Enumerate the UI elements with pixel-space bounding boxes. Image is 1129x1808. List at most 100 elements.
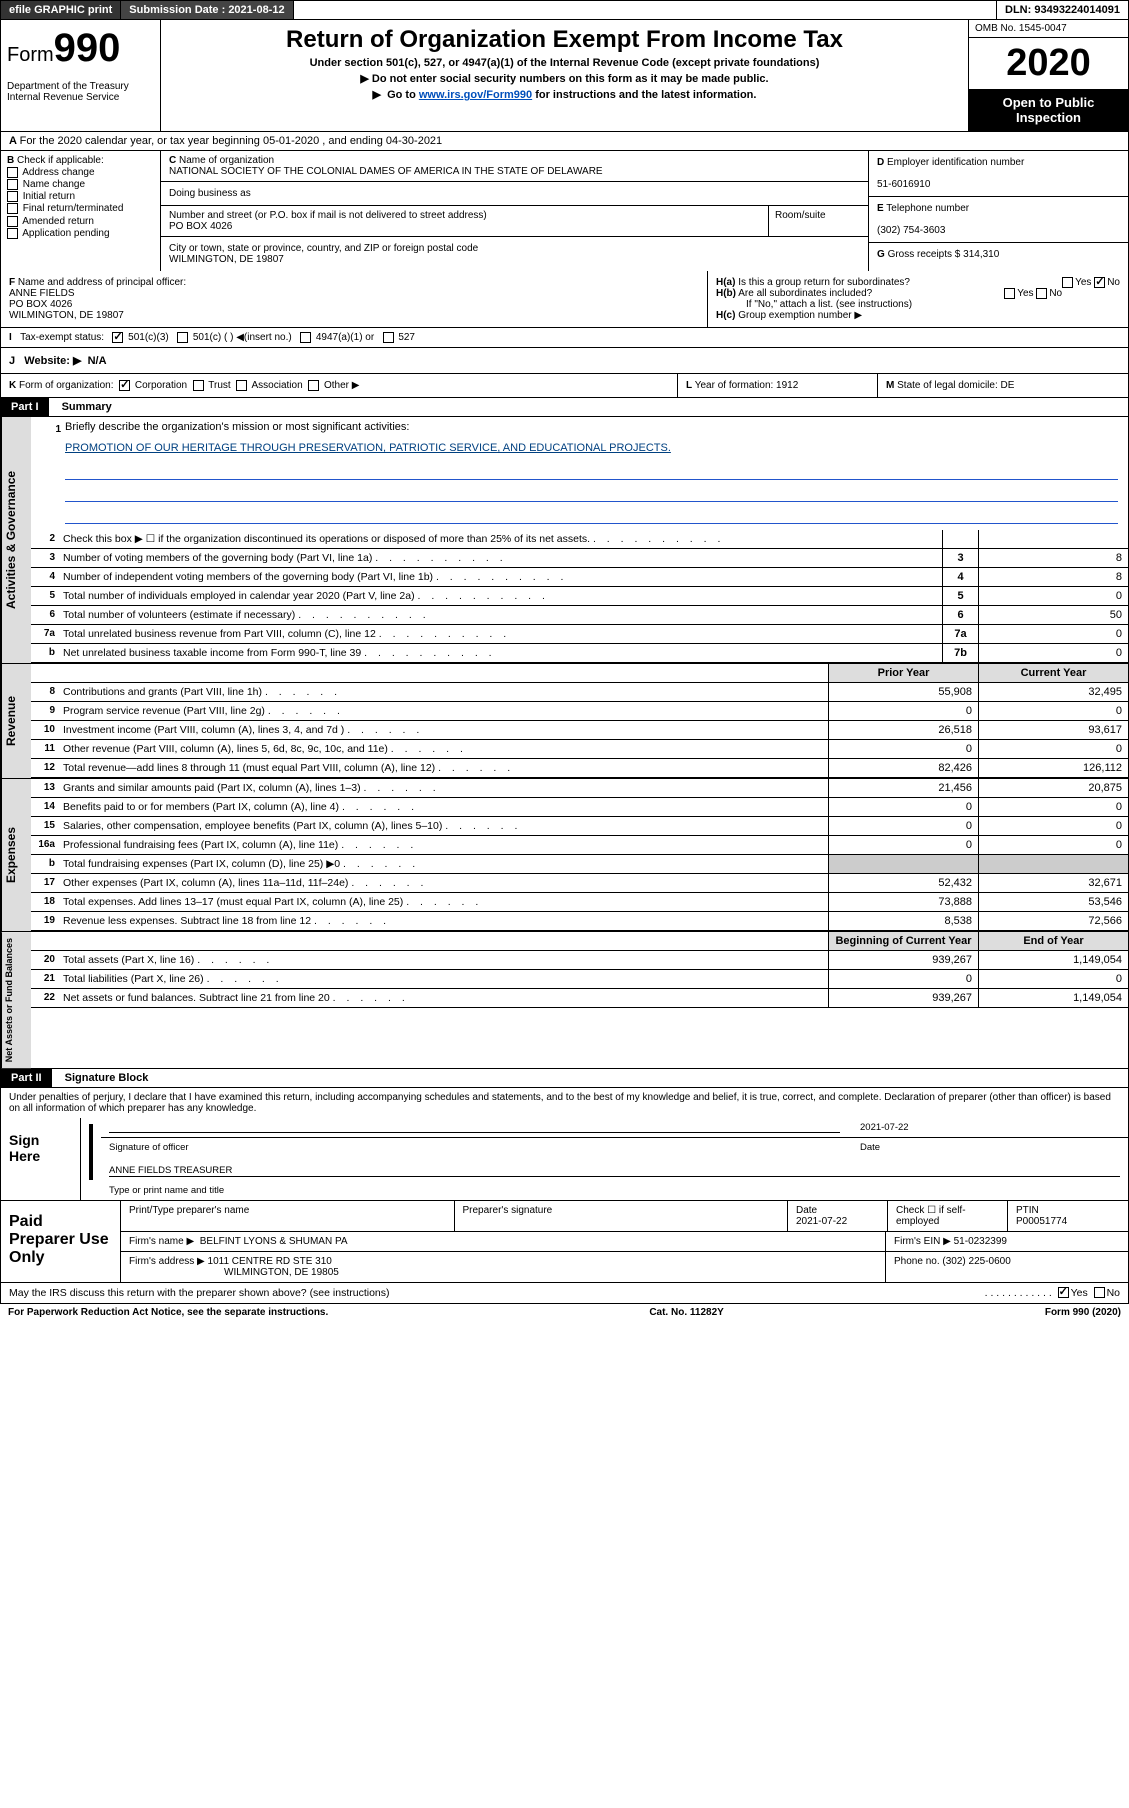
prior-value: 73,888 bbox=[828, 893, 978, 911]
col-begin-year: Beginning of Current Year bbox=[828, 932, 978, 950]
cb-4947[interactable] bbox=[300, 332, 311, 343]
sig-name: ANNE FIELDS TREASURER bbox=[109, 1165, 1120, 1177]
paid-preparer-label: Paid Preparer Use Only bbox=[1, 1201, 121, 1282]
instructions-link[interactable]: www.irs.gov/Form990 bbox=[419, 89, 532, 101]
dba-label: Doing business as bbox=[161, 182, 868, 206]
sig-name-label: Type or print name and title bbox=[109, 1185, 224, 1196]
data-row: 8 Contributions and grants (Part VIII, l… bbox=[31, 683, 1128, 702]
gross-label: Gross receipts $ bbox=[888, 249, 961, 260]
line-num: 7a bbox=[31, 625, 59, 643]
cat-no: Cat. No. 11282Y bbox=[649, 1307, 723, 1318]
discuss-no[interactable] bbox=[1094, 1287, 1105, 1298]
row-k-l-m: K Form of organization: Corporation Trus… bbox=[0, 374, 1129, 398]
line-num: b bbox=[31, 644, 59, 662]
cb-other[interactable] bbox=[308, 380, 319, 391]
ha-yes[interactable] bbox=[1062, 277, 1073, 288]
current-value: 32,495 bbox=[978, 683, 1128, 701]
cb-527[interactable] bbox=[383, 332, 394, 343]
prior-value: 0 bbox=[828, 798, 978, 816]
prior-value: 8,538 bbox=[828, 912, 978, 930]
governance-row: 4 Number of independent voting members o… bbox=[31, 568, 1128, 587]
firm-phone: (302) 225-0600 bbox=[942, 1256, 1010, 1267]
line-num: 18 bbox=[31, 893, 59, 911]
prep-name-label: Print/Type preparer's name bbox=[121, 1201, 455, 1231]
hb-no[interactable] bbox=[1036, 288, 1047, 299]
ptin-value: P00051774 bbox=[1016, 1216, 1067, 1227]
current-value: 53,546 bbox=[978, 893, 1128, 911]
prep-date-label: Date bbox=[796, 1205, 817, 1216]
dept-treasury: Department of the Treasury bbox=[7, 81, 154, 92]
form-title: Return of Organization Exempt From Incom… bbox=[169, 26, 960, 54]
prior-value: 0 bbox=[828, 970, 978, 988]
mission-line bbox=[65, 488, 1118, 502]
cb-address-change[interactable]: Address change bbox=[7, 167, 154, 178]
prior-value: 82,426 bbox=[828, 759, 978, 777]
cb-amended[interactable]: Amended return bbox=[7, 216, 154, 227]
cb-trust[interactable] bbox=[193, 380, 204, 391]
omb-number: OMB No. 1545-0047 bbox=[969, 20, 1128, 38]
part-ii-title: Signature Block bbox=[55, 1069, 159, 1087]
line-text: Salaries, other compensation, employee b… bbox=[59, 817, 828, 835]
discuss-yes[interactable] bbox=[1058, 1287, 1069, 1298]
form-footer: Form 990 (2020) bbox=[1045, 1307, 1121, 1318]
current-value: 126,112 bbox=[978, 759, 1128, 777]
data-row: 20 Total assets (Part X, line 16) . . . … bbox=[31, 951, 1128, 970]
line-value: 8 bbox=[978, 549, 1128, 567]
phone-label: Telephone number bbox=[886, 203, 969, 214]
cb-assoc[interactable] bbox=[236, 380, 247, 391]
cb-name-change[interactable]: Name change bbox=[7, 179, 154, 190]
cb-501c[interactable] bbox=[177, 332, 188, 343]
ha-no[interactable] bbox=[1094, 277, 1105, 288]
line-text: Net assets or fund balances. Subtract li… bbox=[59, 989, 828, 1007]
line-text: Revenue less expenses. Subtract line 18 … bbox=[59, 912, 828, 930]
col-current-year: Current Year bbox=[978, 664, 1128, 682]
line-value: 50 bbox=[978, 606, 1128, 624]
line-box: 3 bbox=[942, 549, 978, 567]
col-b-checkboxes: B Check if applicable: Address change Na… bbox=[1, 151, 161, 271]
org-name: NATIONAL SOCIETY OF THE COLONIAL DAMES O… bbox=[169, 166, 603, 177]
line-text: Number of independent voting members of … bbox=[59, 568, 942, 586]
top-bar: efile GRAPHIC print Submission Date : 20… bbox=[0, 0, 1129, 20]
line-text: Total fundraising expenses (Part IX, col… bbox=[59, 855, 828, 873]
cb-501c3[interactable] bbox=[112, 332, 123, 343]
cb-initial-return[interactable]: Initial return bbox=[7, 191, 154, 202]
ptin-label: PTIN bbox=[1016, 1205, 1039, 1216]
governance-row: b Net unrelated business taxable income … bbox=[31, 644, 1128, 663]
cb-pending[interactable]: Application pending bbox=[7, 228, 154, 239]
line-text: Total expenses. Add lines 13–17 (must eq… bbox=[59, 893, 828, 911]
form-header: Form990 Department of the Treasury Inter… bbox=[0, 20, 1129, 132]
efile-button[interactable]: efile GRAPHIC print bbox=[1, 1, 121, 19]
hb-yes[interactable] bbox=[1004, 288, 1015, 299]
line-num: 19 bbox=[31, 912, 59, 930]
hc-label: Group exemption number ▶ bbox=[738, 310, 862, 321]
data-row: 16a Professional fundraising fees (Part … bbox=[31, 836, 1128, 855]
perjury-statement: Under penalties of perjury, I declare th… bbox=[0, 1088, 1129, 1118]
prior-value: 939,267 bbox=[828, 951, 978, 969]
form-label: Form990 bbox=[7, 44, 120, 66]
line-num: 16a bbox=[31, 836, 59, 854]
firm-addr2: WILMINGTON, DE 19805 bbox=[224, 1267, 339, 1278]
part-i-title: Summary bbox=[52, 398, 122, 416]
sig-date-label: Date bbox=[860, 1142, 1120, 1153]
line-text: Total revenue—add lines 8 through 11 (mu… bbox=[59, 759, 828, 777]
cb-final-return[interactable]: Final return/terminated bbox=[7, 203, 154, 214]
sign-here-label: Sign Here bbox=[1, 1118, 81, 1200]
hb-note: If "No," attach a list. (see instruction… bbox=[746, 299, 912, 310]
line-text: Total number of volunteers (estimate if … bbox=[59, 606, 942, 624]
governance-row: 5 Total number of individuals employed i… bbox=[31, 587, 1128, 606]
mission-line bbox=[65, 466, 1118, 480]
firm-name-label: Firm's name ▶ bbox=[129, 1236, 194, 1247]
cb-corp[interactable] bbox=[119, 380, 130, 391]
data-row: 9 Program service revenue (Part VIII, li… bbox=[31, 702, 1128, 721]
sign-date: 2021-07-22 bbox=[860, 1122, 909, 1133]
city-label: City or town, state or province, country… bbox=[169, 243, 478, 254]
line-num: 21 bbox=[31, 970, 59, 988]
discuss-row: May the IRS discuss this return with the… bbox=[0, 1283, 1129, 1304]
firm-ein: 51-0232399 bbox=[954, 1236, 1007, 1247]
current-value: 0 bbox=[978, 970, 1128, 988]
governance-row: 2 Check this box ▶ ☐ if the organization… bbox=[31, 530, 1128, 549]
footer-row: For Paperwork Reduction Act Notice, see … bbox=[0, 1304, 1129, 1321]
officer-name: ANNE FIELDS bbox=[9, 288, 75, 299]
prior-value: 939,267 bbox=[828, 989, 978, 1007]
line-value: 0 bbox=[978, 644, 1128, 662]
